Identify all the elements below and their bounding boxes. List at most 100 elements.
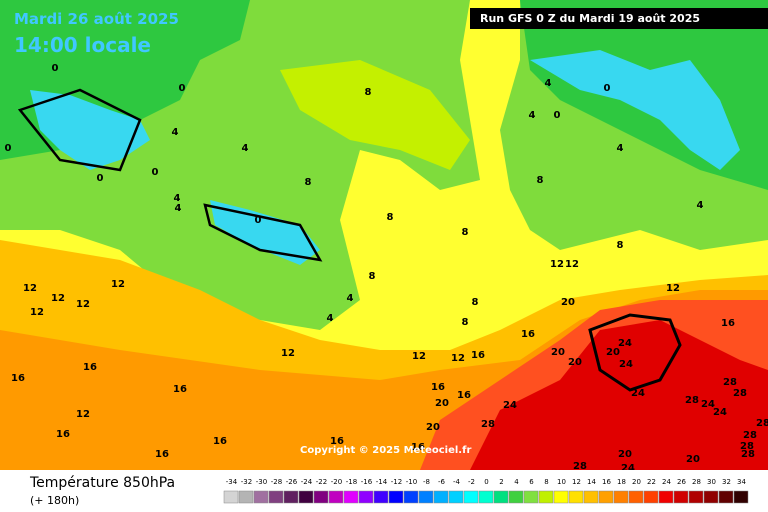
- colorbar-swatch: [328, 490, 344, 504]
- contour-label: 4: [529, 110, 536, 121]
- colorbar-label: 4: [514, 478, 519, 486]
- contour-label: 20: [435, 398, 449, 409]
- colorbar-label: 34: [737, 478, 746, 486]
- contour-label: 0: [255, 215, 262, 226]
- colorbar-swatch: [493, 490, 509, 504]
- colorbar-swatch: [538, 490, 554, 504]
- colorbar-swatch: [628, 490, 644, 504]
- contour-label: 20: [686, 454, 700, 465]
- colorbar-swatch: [553, 490, 569, 504]
- colorbar-label: -34: [226, 478, 238, 486]
- colorbar-label: -18: [346, 478, 357, 486]
- contour-label: 20: [618, 449, 632, 460]
- contour-label: 12: [666, 283, 680, 294]
- contour-label: 8: [305, 177, 312, 188]
- legend-title: Température 850hPa: [29, 475, 175, 491]
- colorbar-swatch: [463, 490, 479, 504]
- contour-label: 8: [537, 175, 544, 186]
- colorbar-label: -24: [301, 478, 313, 486]
- contour-label: 12: [111, 279, 125, 290]
- colorbar-label: -16: [361, 478, 373, 486]
- colorbar-label: 28: [692, 478, 701, 486]
- colorbar-swatch: [223, 490, 239, 504]
- colorbar-swatch: [643, 490, 659, 504]
- contour-label: 12: [550, 259, 564, 270]
- colorbar-label: 32: [722, 478, 731, 486]
- contour-label: 4: [347, 293, 354, 304]
- colorbar-label: 30: [707, 478, 716, 486]
- contour-label: 28: [685, 395, 699, 406]
- contour-label: 20: [606, 347, 620, 358]
- colorbar-label: -14: [376, 478, 388, 486]
- contour-label: 4: [697, 200, 704, 211]
- colorbar-label: -4: [453, 478, 461, 486]
- contour-label: 8: [369, 271, 376, 282]
- contour-label: 4: [617, 143, 624, 154]
- colorbar-swatch: [418, 490, 434, 504]
- colorbar-label: -12: [391, 478, 402, 486]
- contour-label: 16: [83, 362, 97, 373]
- contour-label: 12: [51, 293, 65, 304]
- colorbar-label: 10: [557, 478, 566, 486]
- colorbar-swatch: [253, 490, 269, 504]
- colorbar-label: -26: [286, 478, 298, 486]
- contour-label: 8: [617, 240, 624, 251]
- contour-label: 16: [521, 329, 535, 340]
- contour-label: 4: [545, 78, 552, 89]
- colorbar-swatch: [373, 490, 389, 504]
- colorbar-swatch: [433, 490, 449, 504]
- contour-label: 16: [471, 350, 485, 361]
- legend-lead: (+ 180h): [30, 494, 79, 507]
- colorbar-swatch: [673, 490, 689, 504]
- contour-label: 28: [740, 441, 754, 452]
- contour-label: 0: [604, 83, 611, 94]
- contour-label: 16: [56, 429, 70, 440]
- contour-label: 12: [30, 307, 44, 318]
- contour-label: 12: [76, 409, 90, 420]
- contour-label: 28: [573, 461, 587, 472]
- contour-label: 28: [756, 418, 768, 429]
- contour-label: 12: [281, 348, 295, 359]
- contour-label: 12: [23, 283, 37, 294]
- contour-label: 28: [741, 449, 755, 460]
- contour-label: 12: [565, 259, 579, 270]
- contour-label: 8: [387, 212, 394, 223]
- contour-label: 16: [213, 436, 227, 447]
- colorbar-swatch: [598, 490, 614, 504]
- contour-label: 4: [327, 313, 334, 324]
- colorbar-swatch: [388, 490, 404, 504]
- colorbar-swatch: [613, 490, 629, 504]
- colorbar-label: 8: [544, 478, 548, 486]
- contour-label: 24: [621, 463, 635, 474]
- colorbar-swatch: [583, 490, 599, 504]
- colorbar-swatch: [298, 490, 314, 504]
- contour-label: 0: [152, 167, 159, 178]
- contour-label: 20: [426, 422, 440, 433]
- colorbar-swatch: [688, 490, 704, 504]
- colorbar-swatch: [403, 490, 419, 504]
- contour-label: 16: [155, 449, 169, 460]
- colorbar-swatch: [658, 490, 674, 504]
- colorbar-label: -30: [256, 478, 267, 486]
- contour-label: 28: [723, 377, 737, 388]
- contour-label: 16: [330, 436, 344, 447]
- contour-label: 8: [462, 317, 469, 328]
- contour-label: 12: [412, 351, 426, 362]
- contour-label: 20: [561, 297, 575, 308]
- contour-label: 28: [743, 430, 757, 441]
- contour-label: 16: [721, 318, 735, 329]
- forecast-date: Mardi 26 août 2025: [14, 10, 179, 28]
- colorbar-label: -32: [241, 478, 252, 486]
- contour-label: 0: [179, 83, 186, 94]
- colorbar-label: 16: [602, 478, 611, 486]
- colorbar-swatch: [358, 490, 374, 504]
- colorbar-swatch: [703, 490, 719, 504]
- contour-label: 8: [462, 227, 469, 238]
- contour-label: 28: [481, 419, 495, 430]
- contour-label: 0: [52, 63, 59, 74]
- colorbar-swatch: [523, 490, 539, 504]
- contour-label: 16: [11, 373, 25, 384]
- colorbar-swatch: [448, 490, 464, 504]
- run-box: [470, 8, 768, 29]
